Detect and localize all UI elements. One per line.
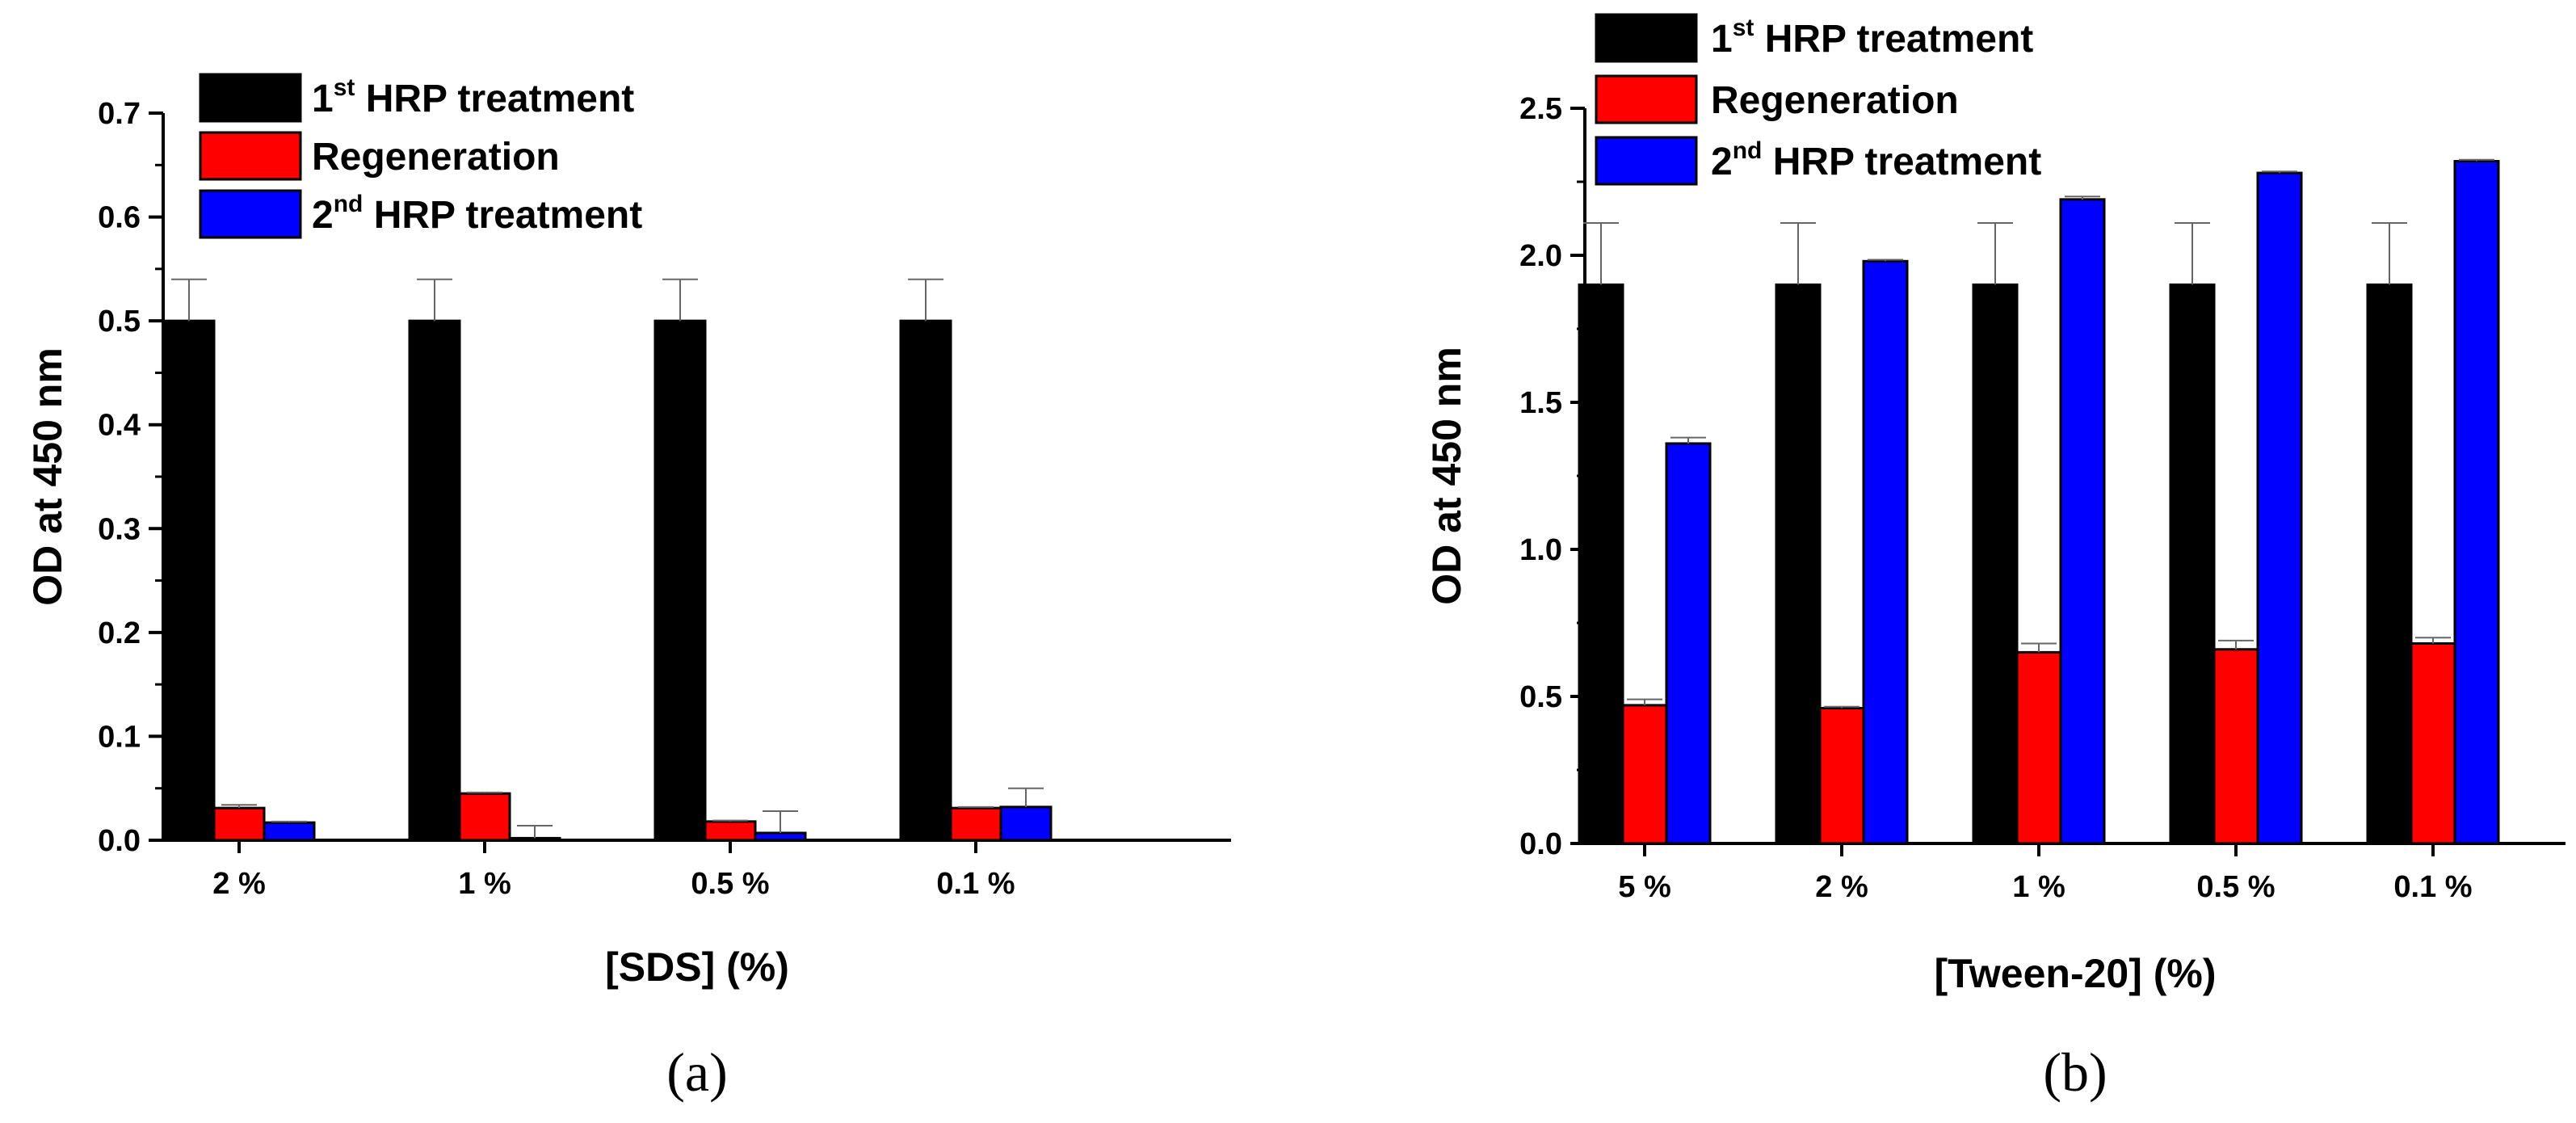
bar-first: [1972, 283, 2019, 845]
bar-regen: [212, 806, 266, 842]
legend-swatch-second: [199, 189, 302, 239]
y-tick-label: 0.3: [98, 512, 141, 546]
legend-label-sup: st: [334, 74, 355, 101]
x-axis-title: [Tween-20] (%): [1934, 951, 2216, 996]
x-axis-title: [SDS] (%): [605, 944, 789, 990]
y-axis-title: OD at 450 nm: [25, 347, 70, 606]
legend-label-regen: Regeneration: [1711, 79, 1959, 122]
y-tick-label: 1.5: [1519, 386, 1562, 420]
y-tick-label: 2.5: [1519, 92, 1562, 126]
y-tick-label: 0.1: [98, 720, 141, 754]
x-tick-label: 5 %: [1618, 870, 1670, 904]
legend-swatch-first: [199, 73, 302, 123]
bar-regen: [1818, 707, 1865, 845]
bar-first: [1578, 283, 1624, 845]
bar-second: [999, 805, 1053, 842]
legend-label-sup: nd: [1733, 137, 1763, 164]
bar-regen: [2213, 648, 2259, 845]
legend-label-first: 1st HRP treatment: [1711, 15, 2033, 61]
bar-regen: [949, 806, 1002, 842]
legend-label-second: 2nd HRP treatment: [312, 191, 642, 237]
bar-first: [408, 319, 461, 842]
y-tick-label: 0.4: [98, 409, 141, 443]
x-tick-label: 1 %: [458, 867, 511, 901]
panel-label: (b): [2043, 1041, 2107, 1103]
legend-label-rest: HRP treatment: [1762, 141, 2041, 183]
legend-label-main: 2: [312, 194, 334, 237]
bar-first: [1775, 283, 1822, 845]
bar-regen: [1621, 704, 1668, 845]
y-tick-label: 0.6: [98, 201, 141, 235]
legend-swatch-regen: [1595, 74, 1698, 124]
legend-label-main: Regeneration: [1711, 79, 1959, 122]
y-tick-label: 0.7: [98, 97, 141, 131]
bar-first: [2169, 283, 2216, 845]
bar-first: [653, 319, 707, 842]
y-tick-label: 0.5: [1519, 680, 1562, 714]
x-tick-label: 2 %: [212, 867, 265, 901]
bar-regen: [704, 820, 757, 842]
bar-second: [1862, 259, 1909, 845]
legend-label-rest: HRP treatment: [1754, 18, 2033, 61]
y-tick-label: 0.0: [1519, 827, 1562, 861]
bar-first: [162, 319, 216, 842]
legend-label-first: 1st HRP treatment: [312, 74, 634, 120]
legend-label-main: Regeneration: [312, 136, 560, 179]
legend-label-main: 1: [1711, 18, 1733, 61]
bar-second: [508, 836, 561, 842]
legend-label-main: 1: [312, 78, 334, 120]
legend-label-main: 2: [1711, 141, 1733, 183]
x-tick-label: 0.1 %: [936, 867, 1015, 901]
legend-label-regen: Regeneration: [312, 136, 560, 179]
chart-panel-b: 0.0 0.5 1.0 1.5 2.0 2.5 5 % 2 % 1 % 0.5 % 0.1 % [Tw…: [1424, 13, 2565, 1103]
legend-swatch-regen: [199, 131, 302, 181]
legend-label-sup: nd: [334, 191, 363, 217]
chart-panel-a: 0.0 0.1 0.2 0.3 0.4 0.5 0.6 0.7 2 % 1 % 0.5 % 0.1 %…: [25, 73, 1231, 1103]
x-tick-label: 0.5 %: [691, 867, 769, 901]
y-axis-title: OD at 450 nm: [1424, 347, 1469, 605]
x-tick-label: 2 %: [1815, 870, 1868, 904]
y-tick-label: 0.0: [98, 824, 141, 858]
bar-second: [1665, 442, 1712, 845]
bar-regen: [2015, 650, 2062, 845]
x-tick-label: 1 %: [2012, 870, 2065, 904]
bar-regen: [2410, 641, 2456, 845]
legend-label-second: 2nd HRP treatment: [1711, 137, 2041, 183]
bar-second: [754, 831, 807, 842]
legend-label-rest: HRP treatment: [363, 194, 642, 237]
y-tick-label: 0.2: [98, 616, 141, 650]
bar-first: [899, 319, 952, 842]
bar-regen: [458, 792, 511, 842]
panel-label: (a): [666, 1041, 727, 1103]
x-tick-label: 0.5 %: [2196, 870, 2275, 904]
bar-second: [2059, 198, 2106, 845]
legend-label-rest: HRP treatment: [355, 78, 634, 120]
legend-swatch-first: [1595, 13, 1698, 63]
bar-first: [2366, 283, 2413, 845]
bar-second: [2256, 171, 2303, 845]
bar-second: [263, 821, 316, 842]
y-tick-label: 0.5: [98, 305, 141, 339]
legend-swatch-second: [1595, 136, 1698, 186]
x-tick-label: 0.1 %: [2393, 870, 2472, 904]
legend-label-sup: st: [1733, 15, 1754, 41]
bar-second: [2453, 160, 2500, 845]
y-tick-label: 1.0: [1519, 533, 1562, 567]
y-tick-label: 2.0: [1519, 239, 1562, 273]
